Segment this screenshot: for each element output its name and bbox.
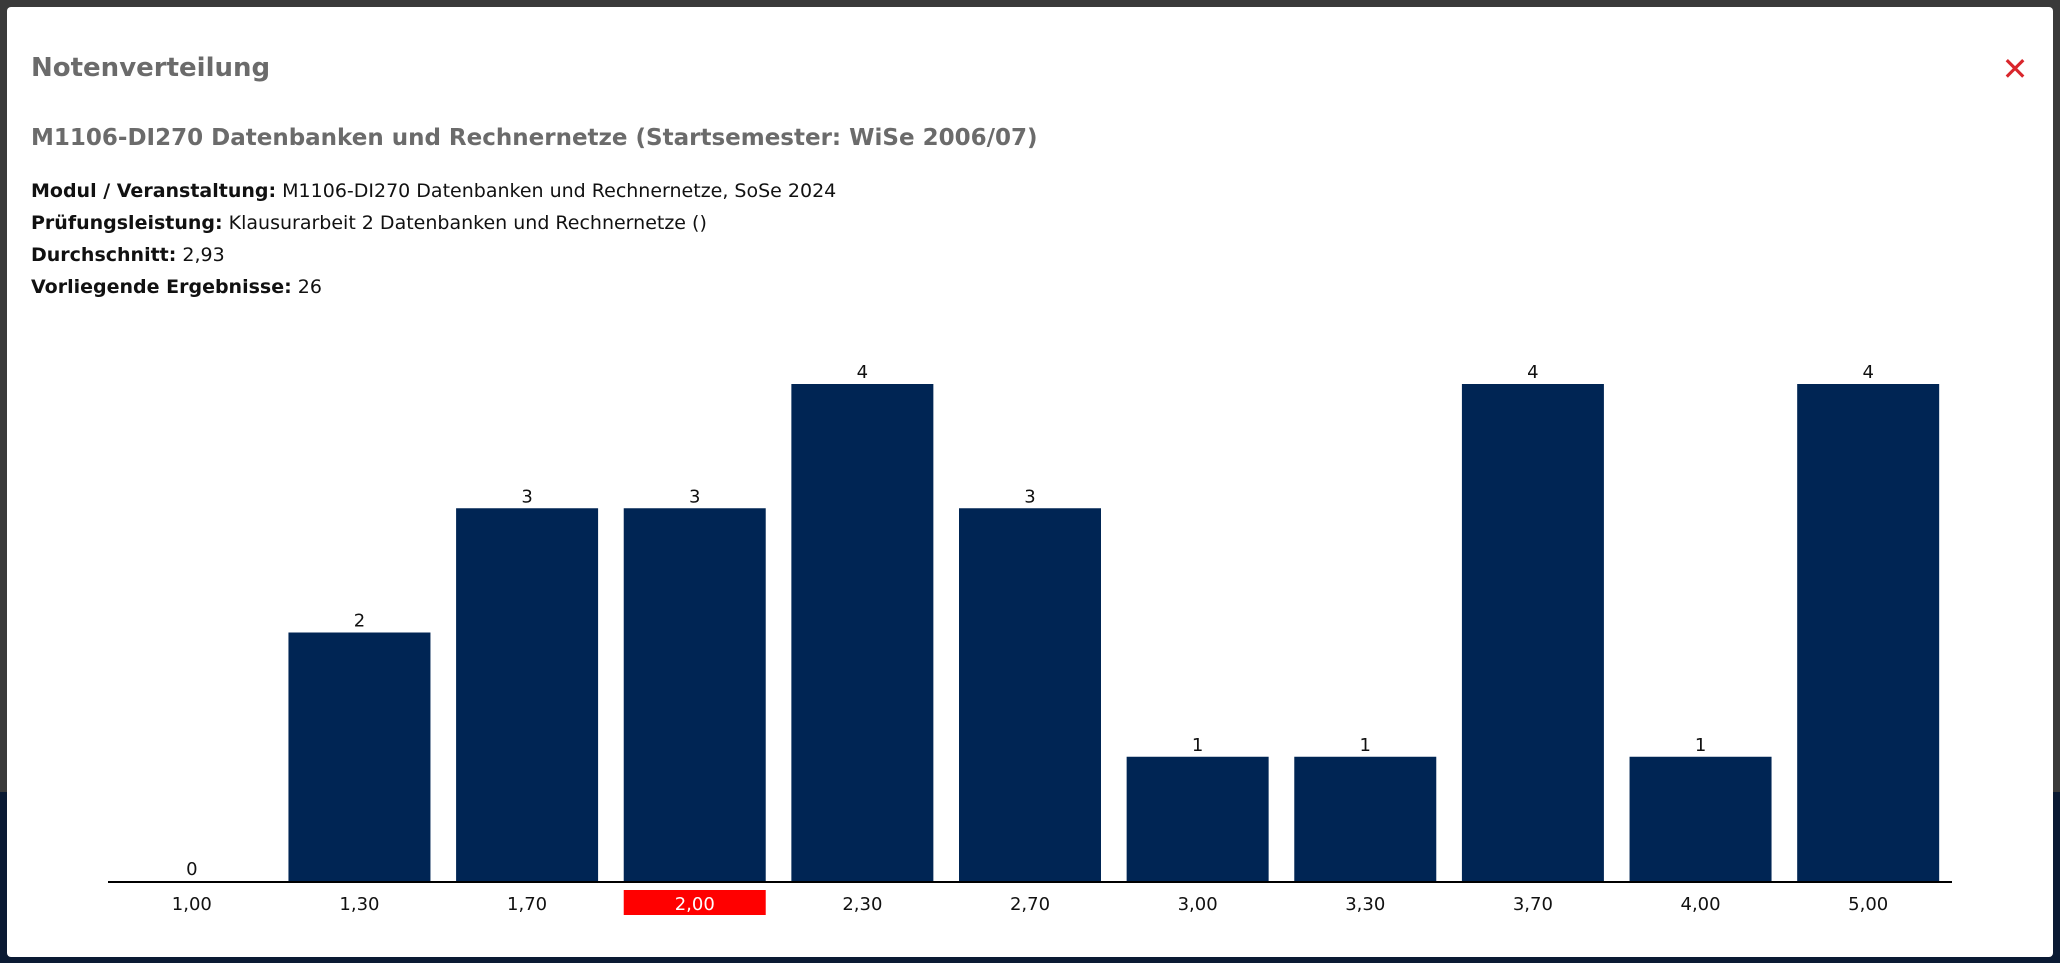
bar-value-label: 0: [186, 859, 197, 880]
bar-value-label: 1: [1695, 735, 1706, 756]
module-info: Modul / Veranstaltung: M1106-DI270 Daten…: [31, 175, 836, 303]
x-tick-label: 2,30: [842, 894, 882, 915]
highlight-tick-bg: [623, 890, 766, 915]
x-tick-label: 3,70: [1513, 894, 1553, 915]
bar-3,30: [1294, 756, 1437, 881]
info-row-module: Modul / Veranstaltung: M1106-DI270 Daten…: [31, 175, 836, 207]
info-label: Prüfungsleistung:: [31, 212, 223, 234]
bar-1,70: [456, 508, 599, 881]
x-tick-label: 4,00: [1681, 894, 1721, 915]
bar-3,70: [1461, 384, 1604, 881]
bar-value-label: 1: [1192, 735, 1203, 756]
module-subtitle: M1106-DI270 Datenbanken und Rechnernetze…: [31, 125, 1038, 151]
bar-5,00: [1797, 384, 1940, 881]
bar-4,00: [1629, 756, 1772, 881]
info-row-exam: Prüfungsleistung: Klausurarbeit 2 Datenb…: [31, 207, 836, 239]
grade-bar-chart: 0 1,00 2 1,30 3 1,70 3 2,00 4 2,30 3 2,70 1 3,00 1 3,30…: [108, 362, 1952, 915]
x-tick-label: 1,30: [339, 894, 379, 915]
info-value: M1106-DI270 Datenbanken und Rechnernetze…: [282, 180, 837, 202]
x-tick-label: 2,70: [1010, 894, 1050, 915]
bar-2,30: [791, 384, 934, 881]
x-tick-label: 2,00: [675, 894, 715, 915]
x-tick-label: 3,30: [1345, 894, 1385, 915]
bar-value-label: 4: [1527, 362, 1538, 383]
x-tick-label: 1,70: [507, 894, 547, 915]
info-label: Vorliegende Ergebnisse:: [31, 276, 292, 298]
x-tick-label: 3,00: [1178, 894, 1218, 915]
bar-1,30: [288, 632, 431, 881]
bar-value-label: 1: [1360, 735, 1371, 756]
bar-value-label: 3: [689, 486, 700, 507]
info-label: Durchschnitt:: [31, 244, 177, 266]
close-x-icon[interactable]: ✕: [2001, 50, 2029, 88]
bar-value-label: 3: [521, 486, 532, 507]
grade-distribution-modal: Notenverteilung ✕ M1106-DI270 Datenbanke…: [7, 7, 2053, 957]
info-row-average: Durchschnitt: 2,93: [31, 239, 836, 271]
bar-2,70: [959, 508, 1101, 881]
bar-value-label: 2: [354, 611, 365, 632]
x-tick-label: 1,00: [172, 894, 212, 915]
info-row-results: Vorliegende Ergebnisse: 26: [31, 271, 836, 303]
x-tick-label: 5,00: [1848, 894, 1888, 915]
bar-2,00: [623, 508, 766, 881]
info-value: Klausurarbeit 2 Datenbanken und Rechnern…: [228, 212, 707, 234]
bar-value-label: 4: [1862, 362, 1873, 383]
bar-value-label: 4: [857, 362, 868, 383]
info-label: Modul / Veranstaltung:: [31, 180, 277, 202]
bar-value-label: 3: [1024, 486, 1035, 507]
modal-title: Notenverteilung: [31, 53, 271, 83]
bar-3,00: [1126, 756, 1269, 881]
info-value: 26: [297, 276, 322, 298]
info-value: 2,93: [182, 244, 225, 266]
